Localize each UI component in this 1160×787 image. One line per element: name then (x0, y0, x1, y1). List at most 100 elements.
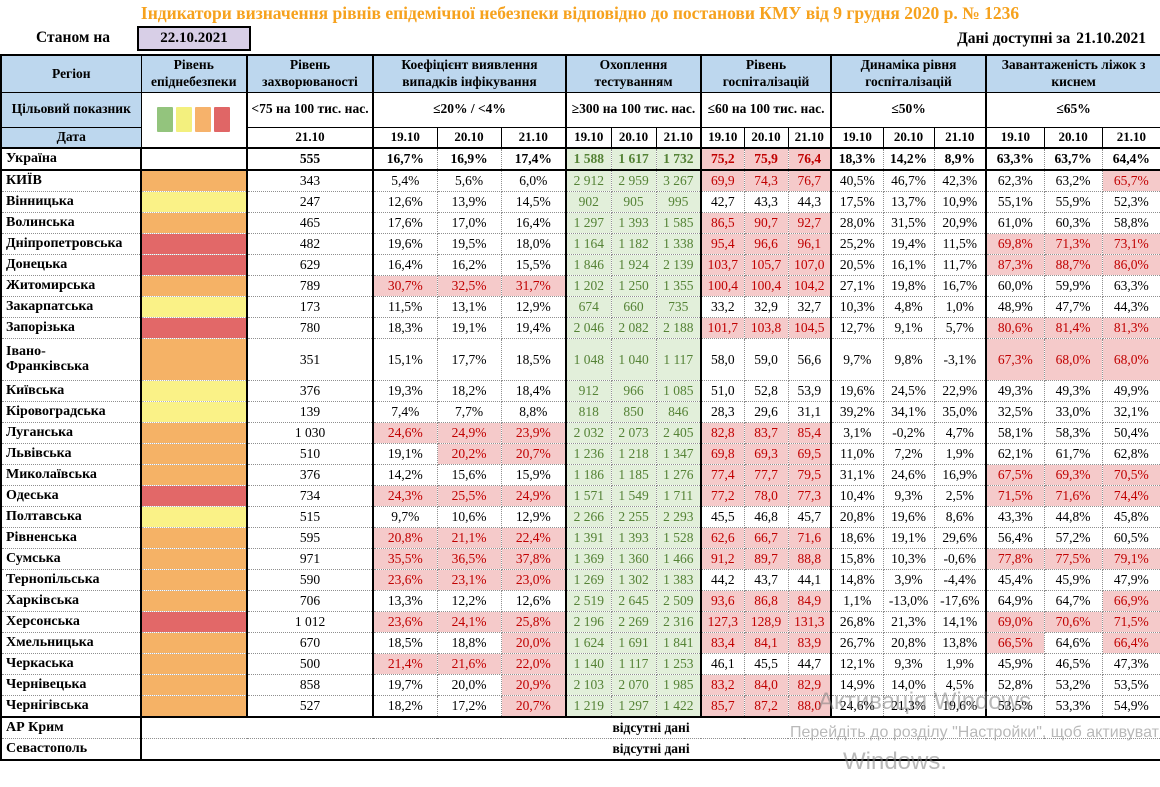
region-name: АР Крим (0, 716, 142, 739)
hosp-cell: 46,8 (743, 506, 789, 528)
dyn-cell: 19,6% (830, 380, 884, 402)
coef-cell: 6,0% (500, 169, 567, 192)
epidemic-level-cell (140, 338, 248, 381)
table-row: Полтавська 515 9,7% 10,6% 12,9% 2 266 2 255 2 2… (0, 506, 1160, 528)
col-header-group-hosp: Рівень госпіталізацій (699, 54, 832, 93)
dyn-cell: 20,8% (882, 632, 935, 654)
beds-cell: 81,4% (1043, 317, 1103, 339)
legend-color-swatch-0 (157, 107, 174, 133)
epidemic-level-cell (140, 191, 248, 213)
beds-cell: 50,4% (1101, 422, 1160, 444)
test-cell: 1 355 (655, 275, 702, 297)
date-inc-0: 21.10 (246, 126, 374, 149)
table-row: Дніпропетровська 482 19,6% 19,5% 18,0% 1 164 1… (0, 233, 1160, 255)
region-name: Сумська (0, 548, 142, 570)
date-hosp-2: 21.10 (787, 126, 832, 149)
table-row: Чернівецька 858 19,7% 20,0% 20,9% 2 103 2 070 1… (0, 674, 1160, 696)
test-cell: 2 293 (655, 506, 702, 528)
dyn-cell: 9,3% (882, 653, 935, 675)
table-row: Кіровоградська 139 7,4% 7,7% 8,8% 818 850 846 28… (0, 401, 1160, 423)
test-cell: 1 117 (655, 338, 702, 381)
region-name: Івано- Франківська (0, 338, 142, 381)
hosp-cell: 43,7 (743, 569, 789, 591)
test-cell: 1 391 (565, 527, 612, 549)
coef-cell: 23,1% (436, 569, 502, 591)
coef-cell: 12,6% (500, 590, 567, 612)
test-cell: 2 912 (565, 169, 612, 192)
coef-cell: 15,9% (500, 464, 567, 486)
hosp-cell: 44,1 (787, 569, 832, 591)
coef-cell: 18,2% (436, 380, 502, 402)
dyn-cell: 42,3% (933, 169, 987, 192)
test-cell: 1 338 (655, 233, 702, 255)
table-row: Україна 555 16,7% 16,9% 17,4% 1 588 1 617 1 732… (0, 147, 1160, 171)
dyn-cell: 34,1% (882, 401, 935, 423)
epidemic-level-cell (140, 653, 248, 675)
beds-cell: 80,6% (985, 317, 1045, 339)
dyn-cell: 19,6% (933, 695, 987, 718)
test-cell: 2 509 (655, 590, 702, 612)
test-cell: 2 255 (610, 506, 657, 528)
coef-cell: 13,1% (436, 296, 502, 318)
beds-cell: 66,5% (985, 632, 1045, 654)
coef-cell: 13,9% (436, 191, 502, 213)
coef-cell: 9,7% (372, 506, 438, 528)
date-coef-1: 20.10 (436, 126, 502, 149)
hosp-cell: 77,7 (743, 464, 789, 486)
hosp-cell: 46,1 (700, 653, 745, 675)
hosp-cell: 76,4 (787, 147, 832, 171)
coef-cell: 21,1% (436, 527, 502, 549)
hosp-cell: 82,8 (700, 422, 745, 444)
test-cell: 1 219 (565, 695, 612, 718)
beds-cell: 55,9% (1043, 191, 1103, 213)
coef-cell: 36,5% (436, 548, 502, 570)
test-cell: 1 711 (655, 485, 702, 507)
incidence-cell: 376 (246, 380, 374, 402)
hosp-cell: 69,8 (700, 443, 745, 465)
epidemic-level-cell (140, 380, 248, 402)
incidence-cell: 510 (246, 443, 374, 465)
hosp-cell: 95,4 (700, 233, 745, 255)
test-cell: 995 (655, 191, 702, 213)
incidence-cell: 971 (246, 548, 374, 570)
test-cell: 1 117 (610, 653, 657, 675)
test-cell: 2 316 (655, 611, 702, 633)
beds-cell: 74,4% (1101, 485, 1160, 507)
incidence-cell: 780 (246, 317, 374, 339)
target-beds: ≤65% (985, 91, 1160, 128)
test-cell: 2 269 (610, 611, 657, 633)
dyn-cell: 13,8% (933, 632, 987, 654)
beds-cell: 32,1% (1101, 401, 1160, 423)
region-name: Дніпропетровська (0, 233, 142, 255)
dyn-cell: -13,0% (882, 590, 935, 612)
test-cell: 1 250 (610, 275, 657, 297)
incidence-cell: 343 (246, 169, 374, 192)
indicators-table: Регіон Рівень епіднебезпеки Рівень захворю… (0, 54, 1160, 761)
beds-cell: 62,1% (985, 443, 1045, 465)
incidence-cell: 482 (246, 233, 374, 255)
epidemic-level-cell (140, 632, 248, 654)
coef-cell: 23,6% (372, 611, 438, 633)
hosp-cell: 87,2 (743, 695, 789, 718)
beds-cell: 45,4% (985, 569, 1045, 591)
coef-cell: 15,1% (372, 338, 438, 381)
legend-color-swatch-1 (176, 107, 193, 133)
coef-cell: 16,7% (372, 147, 438, 171)
coef-cell: 14,2% (372, 464, 438, 486)
coef-cell: 12,6% (372, 191, 438, 213)
dyn-cell: 25,2% (830, 233, 884, 255)
epidemic-level-cell (140, 254, 248, 276)
beds-cell: 71,6% (1043, 485, 1103, 507)
region-name: Одеська (0, 485, 142, 507)
incidence-cell: 629 (246, 254, 374, 276)
target-dyn: ≤50% (830, 91, 987, 128)
hosp-cell: 88,8 (787, 548, 832, 570)
dyn-cell: 9,7% (830, 338, 884, 381)
test-cell: 966 (610, 380, 657, 402)
hosp-cell: 42,7 (700, 191, 745, 213)
incidence-cell: 527 (246, 695, 374, 718)
beds-cell: 88,7% (1043, 254, 1103, 276)
beds-cell: 53,2% (1043, 674, 1103, 696)
coef-cell: 20,8% (372, 527, 438, 549)
coef-cell: 7,4% (372, 401, 438, 423)
